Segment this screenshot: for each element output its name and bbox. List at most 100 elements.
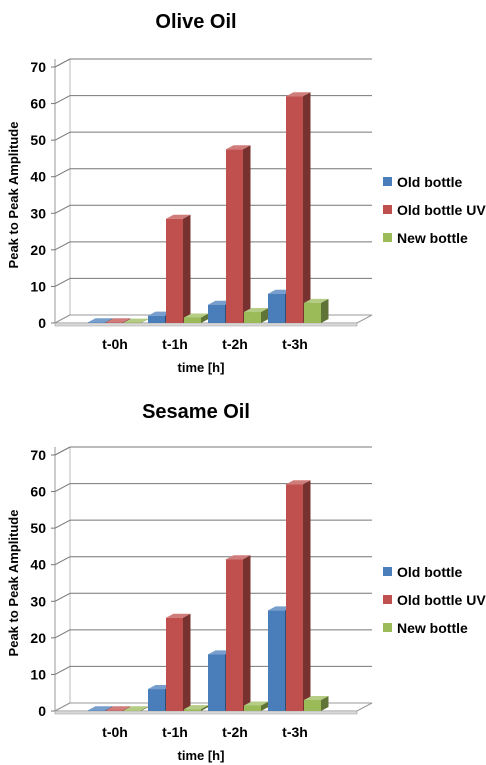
bar-side (123, 318, 131, 323)
legend-swatch (383, 595, 392, 604)
y-tick-label: 70 (30, 59, 46, 75)
bar-new-bottle-t-0h (124, 706, 149, 711)
bar-front (226, 559, 243, 711)
bar-top (106, 318, 131, 323)
bar-side (321, 298, 329, 323)
bar-new-bottle-t-2h (244, 701, 269, 711)
bar-side (303, 92, 311, 323)
gridline-depth (54, 241, 71, 251)
x-tick-label: t-1h (162, 336, 188, 352)
bar-front (148, 689, 165, 711)
bar-top (226, 145, 251, 150)
bar-top (88, 318, 113, 323)
bar-side (183, 214, 191, 323)
bar-new-bottle-t-3h (304, 696, 329, 711)
bar-side (321, 696, 329, 711)
gridline-depth (54, 168, 71, 178)
bar-top (304, 298, 329, 303)
y-tick-label: 40 (30, 169, 46, 185)
gridline-depth (54, 131, 71, 141)
bar-front (304, 700, 321, 711)
y-tick-label: 40 (30, 557, 46, 573)
bar-new-bottle-t-0h (124, 318, 149, 324)
y-tick-label: 30 (30, 205, 46, 221)
x-tick-label: t-1h (162, 724, 188, 740)
y-tick-label: 50 (30, 132, 46, 148)
legend: Old bottle Old bottle UV New bottle (383, 564, 486, 636)
y-axis-label: Peak to Peak Amplitude (6, 122, 21, 269)
bar-front (106, 322, 123, 323)
bar-top (226, 555, 251, 560)
bar-top (244, 701, 269, 706)
bar-front (148, 315, 165, 323)
gridline-depth (54, 277, 71, 287)
y-tick-label: 0 (38, 703, 46, 719)
chart-title: Sesame Oil (142, 401, 250, 423)
bar-side (201, 313, 209, 323)
legend-swatch (383, 205, 392, 214)
bar-old-bottle-uv-t-3h (286, 92, 311, 323)
y-tick-label: 0 (38, 315, 46, 331)
bar-front (286, 484, 303, 711)
x-axis-label: time [h] (178, 748, 225, 763)
bar-front (244, 312, 261, 323)
bar-front (106, 710, 123, 711)
bar-side (243, 145, 251, 323)
bar-side (261, 701, 269, 711)
gridline-depth (54, 629, 71, 639)
y-tick-label: 70 (30, 447, 46, 463)
bar-front (184, 709, 201, 711)
y-tick-label: 60 (30, 484, 46, 500)
gridline-depth (54, 519, 71, 529)
bar-top (166, 214, 191, 219)
x-tick-label: t-0h (102, 336, 128, 352)
bar-front (226, 149, 243, 323)
bar-new-bottle-t-1h (184, 705, 209, 711)
chart-1: Olive Oil 0 10 20 30 40 50 60 70 t-0h t-1h t-2h t-3h… (6, 11, 486, 375)
bar-side (201, 705, 209, 711)
bar-front (88, 322, 105, 323)
bar-top (124, 318, 149, 323)
bar-side (261, 308, 269, 323)
bar-front (166, 617, 183, 711)
x-tick-label: t-2h (222, 336, 248, 352)
y-tick-label: 60 (30, 96, 46, 112)
bar-front (244, 705, 261, 711)
legend-swatch (383, 623, 392, 632)
legend-label: New bottle (397, 620, 468, 636)
chart-title: Olive Oil (155, 11, 236, 33)
bar-top (88, 706, 113, 711)
chart-floor-edge (54, 710, 358, 715)
gridline-depth (54, 204, 71, 214)
chart-floor-edge (54, 322, 358, 327)
bar-front (184, 317, 201, 323)
gridline-depth (54, 592, 71, 602)
x-tick-label: t-3h (282, 724, 308, 740)
x-tick-label: t-0h (102, 724, 128, 740)
bar-front (268, 293, 285, 323)
bar-new-bottle-t-3h (304, 298, 329, 323)
bar-side (183, 613, 191, 711)
bar-front (208, 304, 225, 323)
x-tick-label: t-3h (282, 336, 308, 352)
bar-side (141, 318, 149, 323)
y-tick-label: 20 (30, 630, 46, 646)
y-tick-label: 50 (30, 520, 46, 536)
chart-2: Sesame Oil 0 10 20 30 40 50 60 70 t-0h t-1h t-2h t-3… (6, 401, 486, 763)
bar-front (124, 710, 141, 711)
bar-front (88, 710, 105, 711)
legend-label: New bottle (397, 230, 468, 246)
bar-old-bottle-uv-t-2h (226, 555, 251, 711)
bar-old-bottle-uv-t-2h (226, 145, 251, 323)
y-tick-label: 20 (30, 242, 46, 258)
bar-new-bottle-t-1h (184, 313, 209, 323)
bar-front (268, 610, 285, 711)
bar-front (286, 96, 303, 323)
bar-old-bottle-uv-t-0h (106, 318, 131, 323)
bar-top (304, 696, 329, 701)
bar-front (304, 302, 321, 323)
x-tick-label: t-2h (222, 724, 248, 740)
bar-top (124, 706, 149, 711)
legend-swatch (383, 233, 392, 242)
